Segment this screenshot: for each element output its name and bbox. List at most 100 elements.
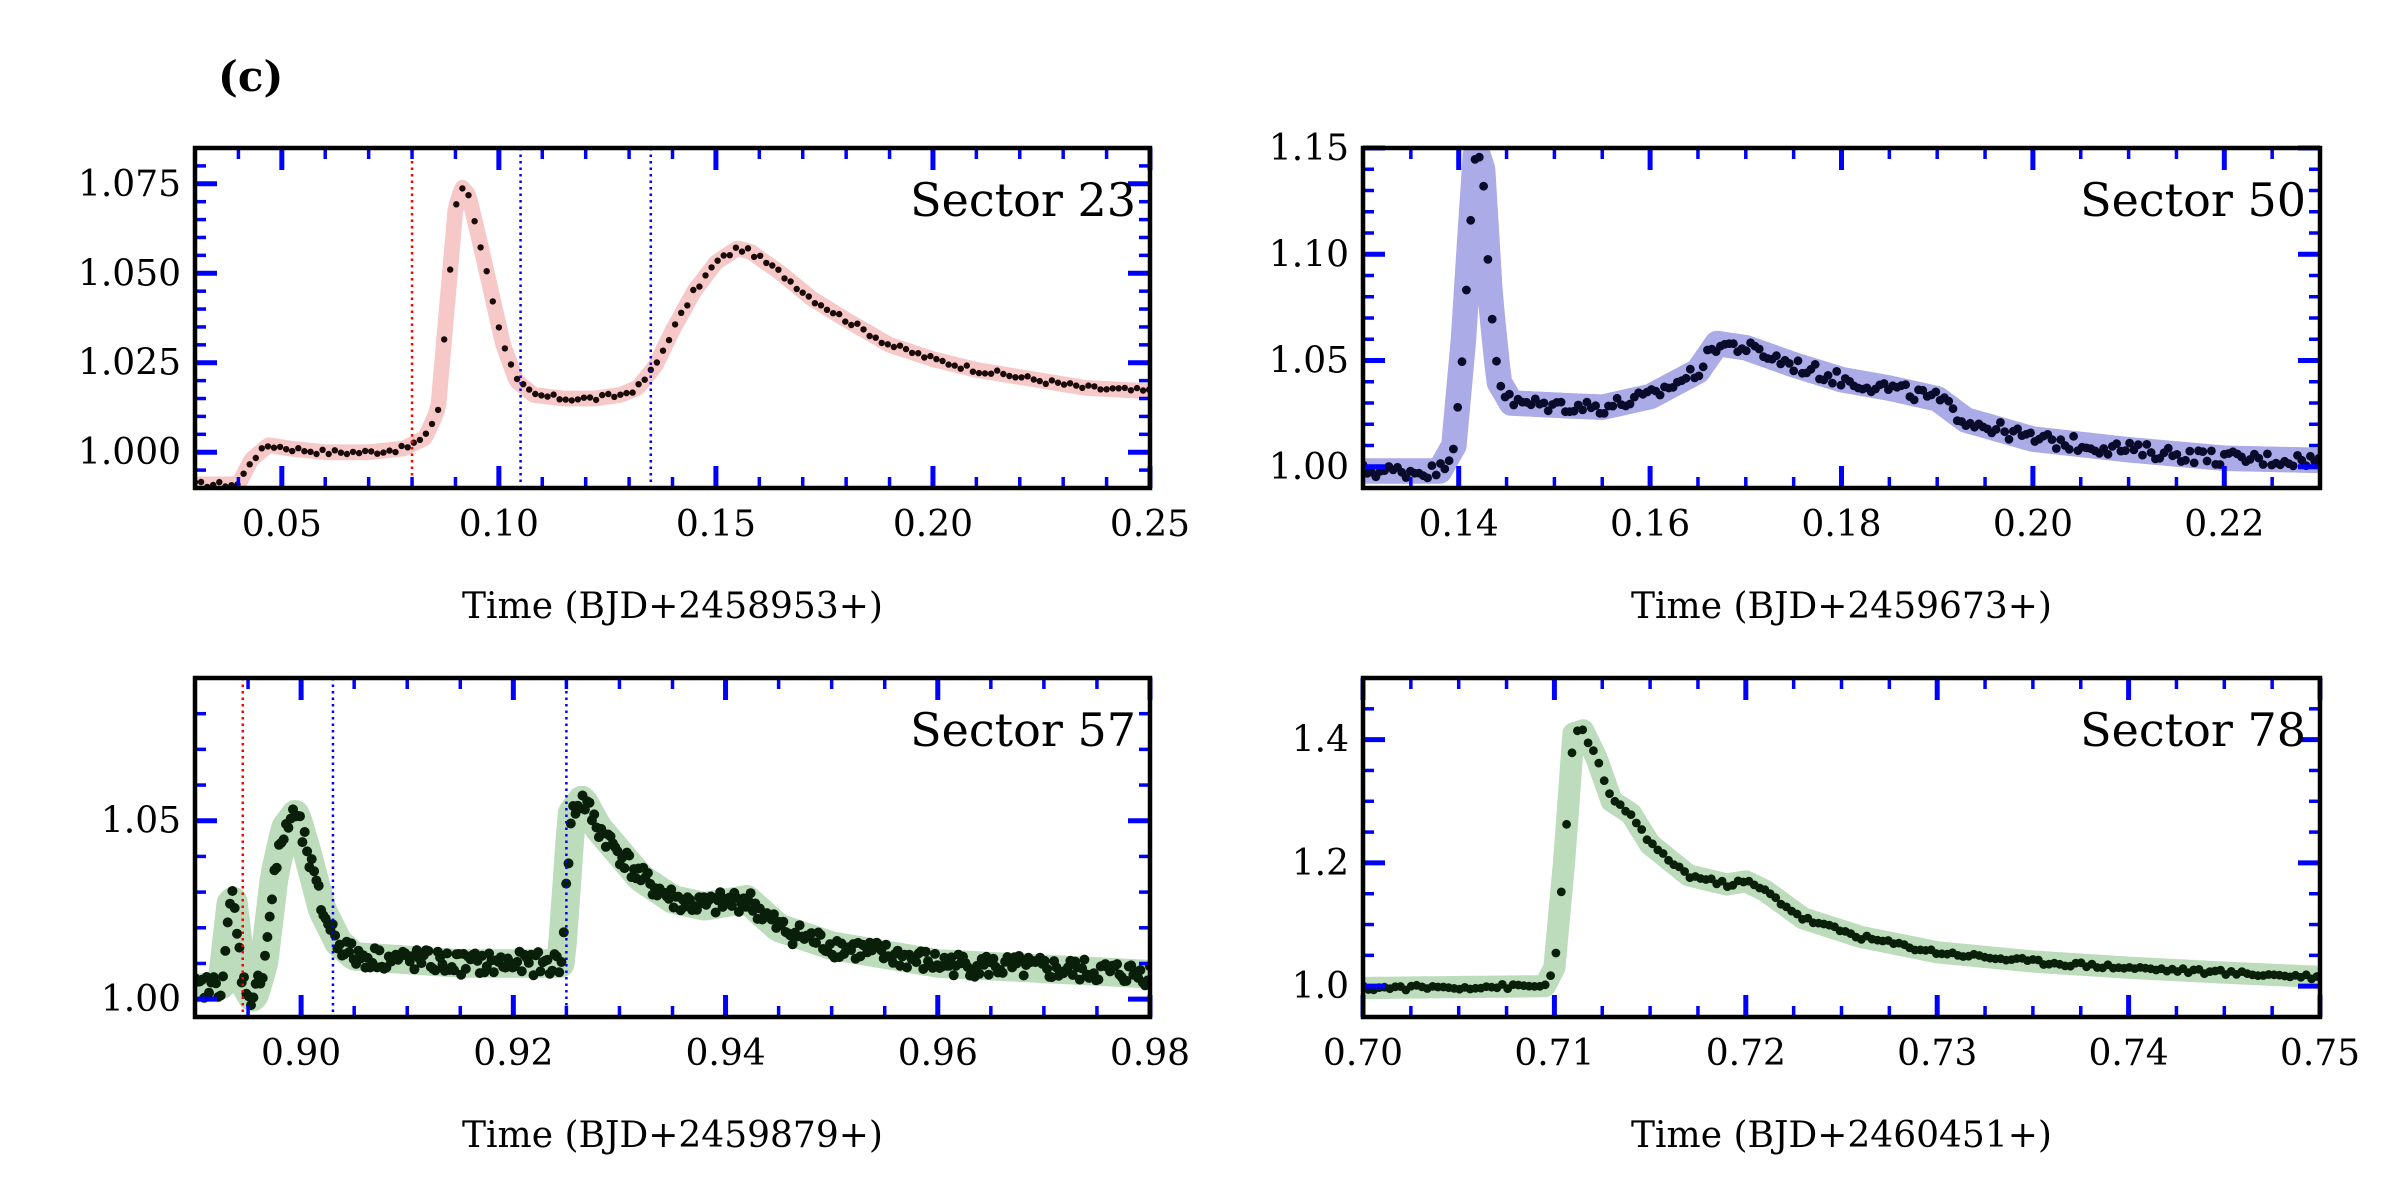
data-point	[271, 862, 282, 873]
data-point	[260, 950, 270, 961]
data-point	[872, 334, 879, 341]
data-point	[562, 396, 569, 403]
data-point	[1655, 390, 1665, 400]
data-point	[319, 446, 326, 453]
data-point	[283, 822, 294, 833]
data-point	[815, 929, 826, 940]
data-point	[988, 953, 999, 964]
data-point	[2207, 446, 2216, 456]
data-point	[2064, 444, 2074, 454]
data-point	[434, 406, 442, 414]
data-point	[533, 947, 544, 958]
chart-title: Sector 23	[910, 173, 1136, 227]
data-point	[710, 907, 721, 918]
data-point	[2181, 455, 2190, 465]
data-point	[313, 880, 324, 891]
data-point	[944, 960, 954, 971]
data-point	[733, 906, 744, 917]
data-point	[344, 947, 355, 957]
x-tick-label: 0.74	[2089, 1033, 2169, 1074]
data-point	[1431, 470, 1441, 480]
data-point	[1048, 377, 1056, 384]
chart-s50: 0.14 0.16 0.18 0.20 0.22 1.00 1.05 1.10 1.15 Time…	[1269, 128, 2323, 627]
x-tick-label: 0.22	[2184, 504, 2264, 545]
data-point	[295, 445, 302, 452]
data-point	[441, 336, 448, 343]
plot-area	[1363, 148, 2320, 484]
data-point	[1079, 954, 1090, 965]
data-point	[1103, 386, 1110, 393]
data-point	[1909, 395, 1919, 405]
data-point	[1054, 379, 1062, 386]
data-point	[1591, 401, 1600, 411]
data-point	[811, 937, 821, 948]
data-point	[745, 888, 756, 899]
data-point	[512, 956, 523, 967]
data-point	[842, 318, 849, 325]
data-point	[1569, 406, 1579, 416]
data-point	[811, 300, 819, 307]
data-point	[411, 945, 422, 956]
data-point	[908, 349, 916, 357]
data-point	[330, 930, 341, 941]
data-point	[1453, 402, 1463, 412]
data-point	[1423, 473, 1432, 483]
data-point	[1018, 374, 1025, 381]
data-point	[911, 957, 922, 968]
y-tick-label: 1.4	[1292, 720, 1349, 761]
data-point	[1024, 373, 1031, 380]
data-point	[1996, 418, 2005, 427]
data-point	[1091, 383, 1098, 390]
data-point	[605, 390, 612, 398]
data-point	[349, 448, 357, 456]
data-point	[2133, 440, 2143, 450]
data-point	[975, 369, 983, 377]
x-tick-label: 0.96	[898, 1033, 978, 1074]
data-point	[222, 917, 233, 928]
data-point	[994, 367, 1001, 374]
data-point	[232, 928, 242, 939]
x-tick-label: 0.10	[459, 504, 539, 545]
y-tick-label: 1.05	[101, 801, 181, 842]
chart-title: Sector 50	[2080, 173, 2306, 227]
data-point	[355, 449, 363, 457]
data-point	[2103, 449, 2113, 459]
data-point	[211, 978, 221, 989]
data-point	[1944, 396, 1954, 406]
data-point	[550, 391, 557, 398]
data-point	[1836, 380, 1846, 390]
data-point	[939, 357, 946, 365]
plot-area	[195, 179, 1150, 488]
data-point	[295, 811, 305, 822]
data-point	[817, 302, 825, 309]
data-point	[1462, 285, 1471, 295]
data-point	[1681, 373, 1691, 383]
data-point	[1771, 893, 1781, 903]
data-point	[778, 916, 789, 927]
data-point	[1039, 955, 1050, 966]
x-tick-label: 0.20	[1993, 504, 2073, 545]
data-point	[902, 345, 910, 353]
data-point	[1615, 800, 1625, 809]
data-point	[386, 447, 393, 454]
data-point	[227, 886, 238, 896]
data-point	[794, 920, 805, 931]
data-point	[2185, 446, 2195, 456]
data-point	[252, 454, 259, 462]
data-point	[1133, 384, 1141, 392]
data-point	[1060, 381, 1068, 388]
data-point	[653, 359, 661, 366]
data-point	[204, 987, 214, 998]
data-point	[325, 450, 332, 458]
axes-frame	[192, 675, 1153, 1020]
data-point	[535, 966, 546, 977]
data-point	[1073, 382, 1080, 389]
data-point	[556, 396, 563, 403]
data-point	[278, 834, 289, 845]
data-point	[416, 436, 424, 444]
data-point	[1556, 397, 1566, 407]
data-point	[915, 350, 922, 357]
data-point	[799, 289, 806, 296]
plot-area	[195, 785, 1150, 1012]
data-point	[2138, 450, 2147, 460]
